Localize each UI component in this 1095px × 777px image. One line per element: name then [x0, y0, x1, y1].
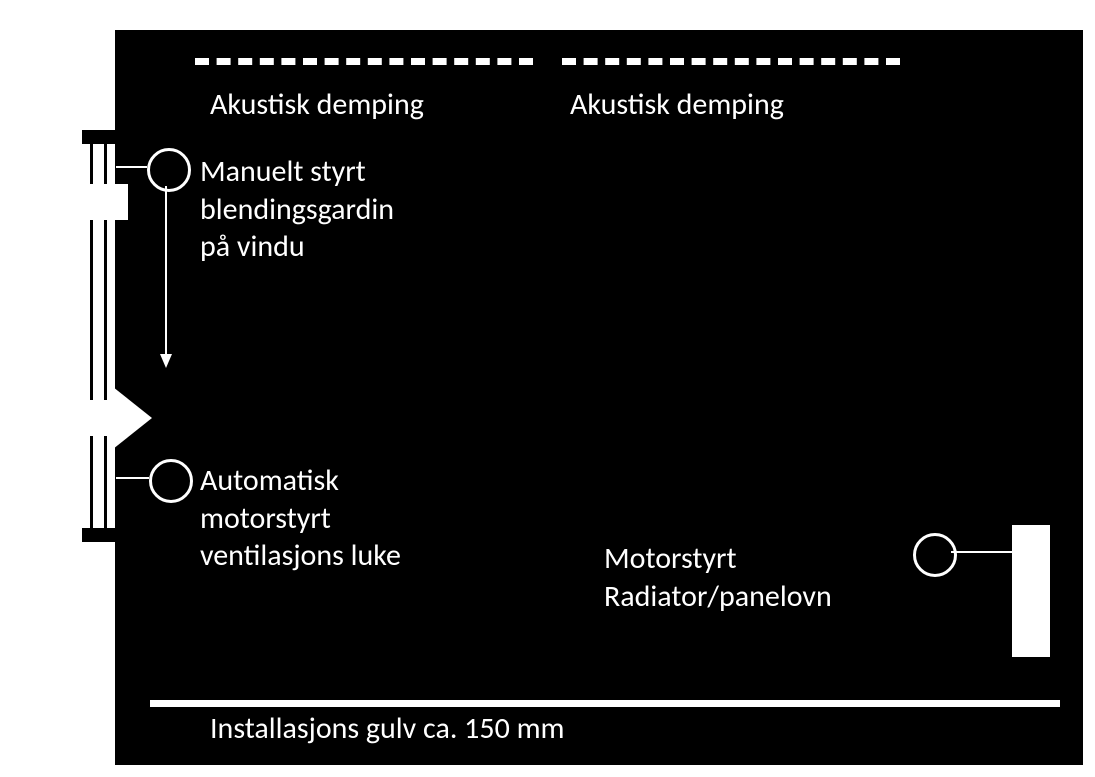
floor-line — [150, 700, 1060, 707]
wall-tab-top — [82, 130, 116, 144]
diagram-stage: Akustisk demping Akustisk demping Instal… — [0, 0, 1095, 777]
acoustic-dash-right — [562, 58, 900, 65]
arrow-in-head — [108, 383, 152, 453]
room-rect — [115, 30, 1083, 765]
radiator-label: Motorstyrt Radiator/panelovn — [604, 540, 832, 615]
acoustic-label-left: Akustisk demping — [210, 86, 424, 124]
acoustic-label-right: Akustisk demping — [570, 86, 784, 124]
arrow-out-head — [10, 167, 54, 237]
acoustic-dash-left — [195, 58, 533, 65]
radiator-panel — [1012, 525, 1050, 657]
vent-label: Automatisk motorstyrt ventilasjons luke — [200, 462, 401, 575]
vent-node-icon — [149, 459, 193, 503]
radiator-node-icon — [913, 533, 957, 577]
arrow-out-shaft — [54, 184, 128, 220]
blinds-label: Manuelt styrt blendingsgardin på vindu — [200, 153, 394, 266]
arrow-in-shaft — [34, 400, 108, 436]
wall-tab-bottom — [82, 528, 116, 542]
blinds-node-icon — [147, 148, 191, 192]
floor-label: Installasjons gulv ca. 150 mm — [210, 710, 565, 748]
